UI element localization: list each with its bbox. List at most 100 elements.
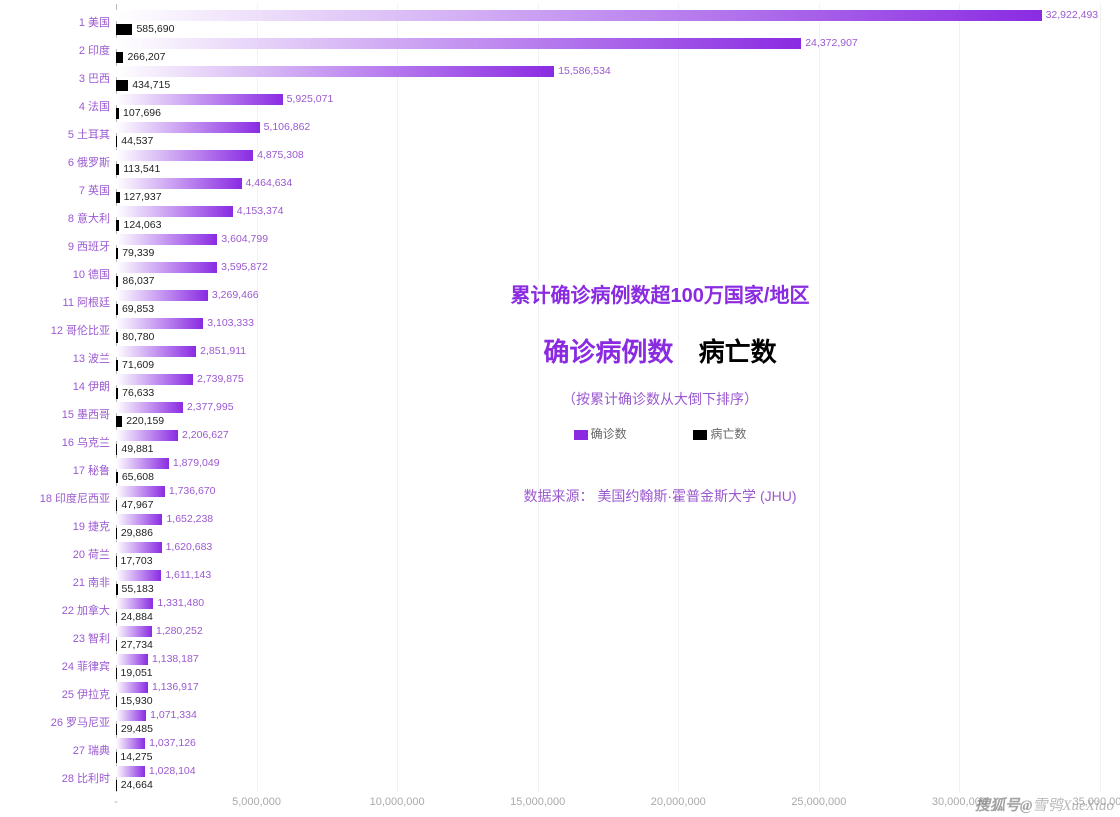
value-confirmed: 2,851,911 [200,345,246,357]
bar-confirmed [116,486,165,497]
y-category-label: 7 英国 [0,182,110,198]
bar-confirmed [116,150,253,161]
value-confirmed: 3,604,799 [221,233,268,245]
bar-confirmed [116,402,183,413]
value-deaths: 27,734 [121,639,153,651]
x-axis: -5,000,00010,000,00015,000,00020,000,000… [116,792,1100,812]
y-category-label: 23 智利 [0,630,110,646]
value-confirmed: 4,153,374 [237,205,284,217]
bar-confirmed [116,346,196,357]
bar-confirmed [116,38,801,49]
bar-deaths [116,220,119,231]
bar-confirmed [116,430,178,441]
y-category-label: 19 捷克 [0,518,110,534]
bar-deaths [116,164,119,175]
x-tick-label: 20,000,000 [651,796,706,808]
bar-confirmed [116,514,162,525]
chart-sort-note: （按累计确诊数从大倒下排序） [420,389,900,409]
value-deaths: 19,051 [121,667,153,679]
bar-deaths [116,528,117,539]
bar-deaths [116,724,117,735]
value-deaths: 29,886 [121,527,153,539]
bar-confirmed [116,66,554,77]
bar-deaths [116,584,118,595]
bar-deaths [116,416,122,427]
bar-deaths [116,304,118,315]
chart-subtitle-metrics: 确诊病例数 病亡数 [420,332,900,369]
y-category-label: 17 秘鲁 [0,462,110,478]
value-confirmed: 1,331,480 [157,597,204,609]
bar-confirmed [116,178,242,189]
value-deaths: 434,715 [132,79,170,91]
value-confirmed: 5,925,071 [287,93,334,105]
value-deaths: 71,609 [122,359,154,371]
value-confirmed: 1,136,917 [152,681,199,693]
value-confirmed: 1,037,126 [149,737,196,749]
bar-confirmed [116,10,1042,21]
bar-deaths [116,500,117,511]
y-category-label: 10 德国 [0,266,110,282]
bar-confirmed [116,122,260,133]
y-category-label: 15 墨西哥 [0,406,110,422]
value-deaths: 47,967 [121,499,153,511]
bar-confirmed [116,234,217,245]
y-category-label: 22 加拿大 [0,602,110,618]
value-confirmed: 1,879,049 [173,457,220,469]
value-deaths: 65,608 [122,471,154,483]
legend-label-confirmed: 确诊数 [591,427,627,441]
x-tick-label: 10,000,000 [370,796,425,808]
bar-deaths [116,52,123,63]
value-confirmed: 3,269,466 [212,289,259,301]
bar-deaths [116,248,118,259]
legend-swatch-confirmed [574,430,588,440]
value-deaths: 79,339 [122,247,154,259]
y-category-label: 13 波兰 [0,350,110,366]
bar-deaths [116,780,117,791]
y-category-label: 12 哥伦比亚 [0,322,110,338]
gridline [1100,4,1101,792]
value-deaths: 124,063 [123,219,161,231]
covid-bar-chart: 1 美国32,922,493585,6902 印度24,372,907266,2… [0,4,1120,814]
y-category-label: 28 比利时 [0,770,110,786]
bar-deaths [116,332,118,343]
watermark: 搜狐号@雪鸮XueXiao [975,794,1114,815]
value-confirmed: 2,739,875 [197,373,244,385]
value-confirmed: 3,595,872 [221,261,268,273]
y-category-label: 27 瑞典 [0,742,110,758]
bar-confirmed [116,542,162,553]
chart-title-block: 累计确诊病例数超100万国家/地区 确诊病例数 病亡数 （按累计确诊数从大倒下排… [420,279,900,506]
value-deaths: 220,159 [126,415,164,427]
bar-deaths [116,472,118,483]
y-category-label: 3 巴西 [0,70,110,86]
value-deaths: 266,207 [127,51,165,63]
x-tick-label: - [114,796,118,808]
bar-deaths [116,192,120,203]
y-category-label: 16 乌克兰 [0,434,110,450]
value-deaths: 585,690 [136,23,174,35]
y-category-label: 24 菲律宾 [0,658,110,674]
gridline [959,4,960,792]
value-confirmed: 1,620,683 [166,541,213,553]
bar-deaths [116,612,117,623]
value-confirmed: 15,586,534 [558,65,611,77]
value-confirmed: 24,372,907 [805,37,858,49]
bar-deaths [116,80,128,91]
x-tick-label: 25,000,000 [791,796,846,808]
bar-deaths [116,360,118,371]
value-confirmed: 4,875,308 [257,149,304,161]
bar-deaths [116,640,117,651]
value-confirmed: 2,206,627 [182,429,229,441]
bar-confirmed [116,262,217,273]
bar-confirmed [116,766,145,777]
value-confirmed: 5,106,862 [264,121,311,133]
value-confirmed: 3,103,333 [207,317,254,329]
y-category-label: 2 印度 [0,42,110,58]
value-deaths: 24,884 [121,611,153,623]
value-deaths: 76,633 [122,387,154,399]
bar-confirmed [116,290,208,301]
value-deaths: 69,853 [122,303,154,315]
y-category-label: 11 阿根廷 [0,294,110,310]
value-deaths: 44,537 [121,135,153,147]
bar-deaths [116,276,118,287]
chart-source: 数据来源： 美国约翰斯·霍普金斯大学 (JHU) [420,486,900,506]
